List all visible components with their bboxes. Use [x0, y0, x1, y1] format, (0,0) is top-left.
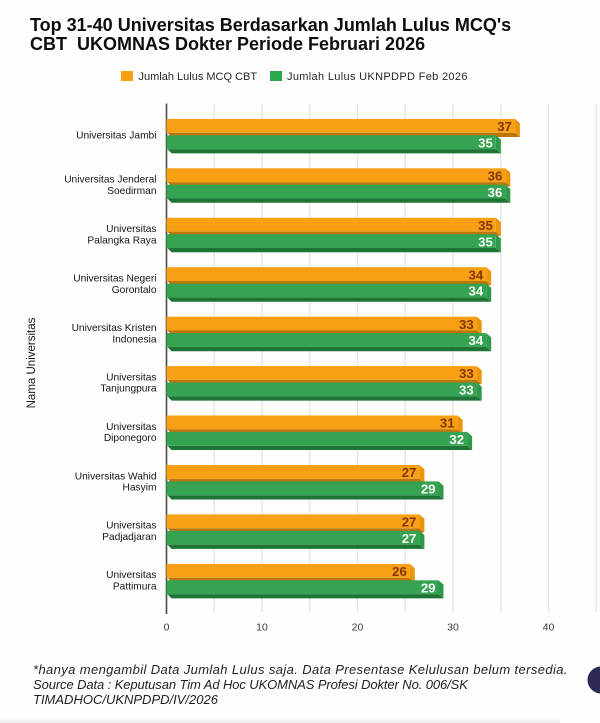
svg-text:Tanjungpura: Tanjungpura: [100, 384, 156, 395]
svg-text:36: 36: [488, 168, 503, 183]
svg-text:29: 29: [421, 482, 436, 497]
svg-text:34: 34: [469, 267, 484, 282]
svg-text:0: 0: [164, 622, 170, 634]
svg-text:20: 20: [352, 622, 364, 634]
svg-text:Universitas Wahid: Universitas Wahid: [75, 471, 157, 482]
svg-text:Universitas Kristen: Universitas Kristen: [72, 323, 157, 334]
svg-text:33: 33: [459, 366, 474, 381]
svg-text:Universitas: Universitas: [106, 570, 156, 581]
svg-text:Universitas: Universitas: [106, 521, 156, 532]
svg-text:26: 26: [392, 564, 407, 579]
svg-text:35: 35: [478, 234, 493, 249]
svg-text:Universitas: Universitas: [106, 422, 156, 433]
svg-text:Universitas: Universitas: [106, 372, 156, 383]
svg-text:Universitas: Universitas: [106, 224, 156, 235]
svg-text:30: 30: [447, 622, 459, 634]
svg-text:31: 31: [440, 416, 455, 431]
svg-text:27: 27: [402, 515, 417, 530]
svg-text:35: 35: [478, 218, 493, 233]
svg-text:Universitas Jenderal: Universitas Jenderal: [64, 175, 156, 186]
svg-text:36: 36: [488, 185, 503, 200]
svg-text:Palangka Raya: Palangka Raya: [87, 235, 156, 246]
svg-text:35: 35: [478, 135, 493, 150]
svg-text:Diponegoro: Diponegoro: [104, 433, 157, 444]
svg-text:Universitas Jambi: Universitas Jambi: [76, 131, 156, 142]
svg-text:Indonesia: Indonesia: [112, 334, 157, 345]
svg-text:27: 27: [402, 465, 417, 480]
svg-text:33: 33: [459, 383, 474, 398]
svg-text:34: 34: [469, 333, 484, 348]
svg-text:40: 40: [543, 622, 555, 634]
svg-text:27: 27: [402, 531, 417, 546]
svg-text:Nama Universitas: Nama Universitas: [26, 317, 38, 408]
svg-text:Universitas Negeri: Universitas Negeri: [73, 274, 156, 285]
svg-text:34: 34: [469, 284, 484, 299]
svg-text:33: 33: [459, 317, 474, 332]
svg-text:Hasyim: Hasyim: [123, 483, 157, 494]
svg-text:29: 29: [421, 580, 436, 595]
svg-text:10: 10: [256, 622, 268, 634]
svg-text:Gorontalo: Gorontalo: [112, 285, 157, 296]
svg-text:Soedirman: Soedirman: [107, 186, 156, 197]
svg-text:32: 32: [449, 432, 464, 447]
svg-text:37: 37: [497, 119, 512, 134]
svg-text:Padjadjaran: Padjadjaran: [102, 532, 156, 543]
svg-text:Pattimura: Pattimura: [113, 582, 157, 593]
